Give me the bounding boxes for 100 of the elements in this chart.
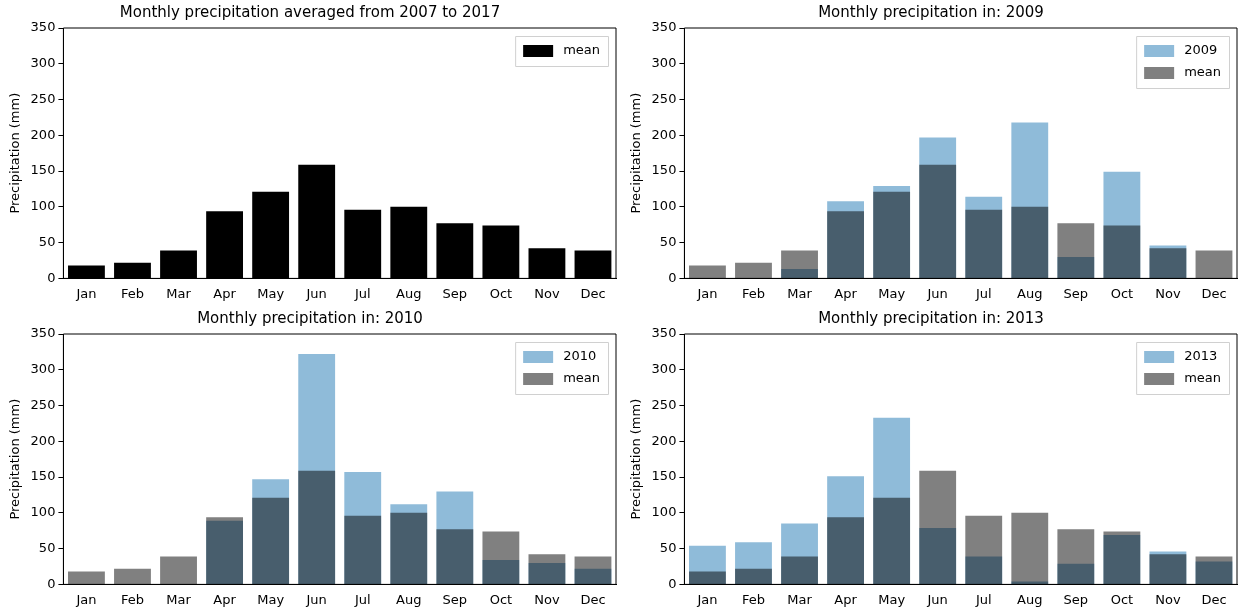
y-tick-label: 150 <box>30 468 56 484</box>
x-tick-label: Jun <box>926 591 948 607</box>
x-tick-label: Nov <box>534 591 560 607</box>
x-tick-label: Jan <box>75 285 97 301</box>
x-tick-label: Apr <box>834 285 858 301</box>
y-tick-label: 50 <box>38 234 56 249</box>
bar <box>965 196 1003 278</box>
x-tick-label: Nov <box>534 285 560 301</box>
chart-title: Monthly precipitation in: 2010 <box>197 308 423 327</box>
y-tick-label: 200 <box>651 126 677 142</box>
y-tick-label: 150 <box>30 162 56 178</box>
y-axis-title: Precipitation (mm) <box>7 398 23 520</box>
x-tick-label: Jul <box>353 285 371 301</box>
x-tick-label: Dec <box>1201 285 1227 301</box>
x-tick-label: Oct <box>1110 285 1134 301</box>
x-tick-label: Oct <box>1110 591 1134 607</box>
y-tick-label: 50 <box>659 234 677 249</box>
x-tick-label: Jul <box>974 285 992 301</box>
bar <box>689 545 726 584</box>
x-tick-label: May <box>257 285 285 301</box>
bar <box>482 560 520 584</box>
x-tick-label: Jun <box>305 285 327 301</box>
x-tick-label: Apr <box>213 591 237 607</box>
legend-label: 2009 <box>1184 42 1218 58</box>
bar <box>781 523 818 584</box>
x-tick-label: Apr <box>834 591 858 607</box>
x-tick-label: Aug <box>1017 285 1043 301</box>
x-tick-label: Aug <box>396 285 422 301</box>
x-tick-label: Jul <box>974 591 992 607</box>
bar <box>735 542 772 584</box>
x-tick-label: Sep <box>442 591 468 607</box>
x-tick-label: Mar <box>166 285 192 301</box>
x-tick-label: Feb <box>120 285 144 301</box>
y-tick-label: 100 <box>30 198 56 214</box>
legend-label: mean <box>563 370 601 386</box>
y-axis-title: Precipitation (mm) <box>628 92 644 214</box>
bar <box>919 527 957 584</box>
bar <box>965 556 1003 584</box>
y-tick-label: 150 <box>651 162 677 178</box>
bar <box>1011 122 1049 278</box>
y-tick-label: 150 <box>651 468 677 484</box>
y-tick-label: 300 <box>30 55 56 71</box>
bar <box>298 354 336 584</box>
x-tick-label: Jan <box>696 285 718 301</box>
x-tick-label: Feb <box>741 591 765 607</box>
y-axis-title: Precipitation (mm) <box>628 398 644 520</box>
x-tick-label: Sep <box>442 285 468 301</box>
bar <box>1057 563 1095 584</box>
y-tick-label: 250 <box>651 90 677 106</box>
y-tick-label: 300 <box>651 55 677 71</box>
x-tick-label: May <box>878 285 906 301</box>
chart-title: Monthly precipitation averaged from 2007 to 2017 <box>119 2 501 21</box>
chart-title: Monthly precipitation in: 2009 <box>818 2 1044 21</box>
x-tick-label: Nov <box>1155 285 1181 301</box>
bar <box>1195 561 1233 584</box>
y-tick-label: 100 <box>651 198 677 214</box>
legend-label: mean <box>1184 370 1222 386</box>
x-tick-label: Aug <box>396 591 422 607</box>
x-tick-label: Oct <box>489 591 513 607</box>
legend-label: mean <box>563 42 601 58</box>
legend-label: mean <box>1184 64 1222 80</box>
bar <box>919 137 957 278</box>
y-tick-label: 200 <box>30 126 56 142</box>
x-tick-label: Oct <box>489 285 513 301</box>
x-tick-label: Dec <box>1201 591 1227 607</box>
y-tick-label: 200 <box>30 432 56 448</box>
x-tick-label: Feb <box>120 591 144 607</box>
y-tick-label: 0 <box>47 269 56 285</box>
x-tick-label: Sep <box>1063 591 1089 607</box>
y-tick-label: 350 <box>651 325 677 341</box>
y-tick-label: 200 <box>651 432 677 448</box>
x-tick-label: May <box>257 591 285 607</box>
y-tick-label: 350 <box>30 325 56 341</box>
y-axis-title: Precipitation (mm) <box>7 92 23 214</box>
x-tick-label: Aug <box>1017 591 1043 607</box>
x-tick-label: Nov <box>1155 591 1181 607</box>
x-tick-label: Feb <box>741 285 765 301</box>
x-tick-label: Jul <box>353 591 371 607</box>
bar <box>1103 171 1141 278</box>
y-tick-label: 250 <box>651 396 677 412</box>
bar <box>344 472 382 584</box>
bar <box>873 417 911 584</box>
x-tick-label: Mar <box>787 285 813 301</box>
x-tick-label: Jan <box>696 591 718 607</box>
bar <box>436 491 474 584</box>
bar <box>781 269 818 278</box>
x-tick-label: Dec <box>580 285 606 301</box>
y-tick-label: 0 <box>668 575 677 591</box>
bar <box>528 562 566 584</box>
x-tick-label: May <box>878 591 906 607</box>
x-tick-label: Mar <box>787 591 813 607</box>
y-tick-label: 0 <box>47 575 56 591</box>
legend-label: 2010 <box>563 348 597 364</box>
y-tick-label: 250 <box>30 90 56 106</box>
y-tick-label: 0 <box>668 269 677 285</box>
legend-label: 2013 <box>1184 348 1218 364</box>
x-tick-label: Sep <box>1063 285 1089 301</box>
bar <box>252 479 290 584</box>
x-tick-label: Mar <box>166 591 192 607</box>
bar <box>1057 256 1095 278</box>
